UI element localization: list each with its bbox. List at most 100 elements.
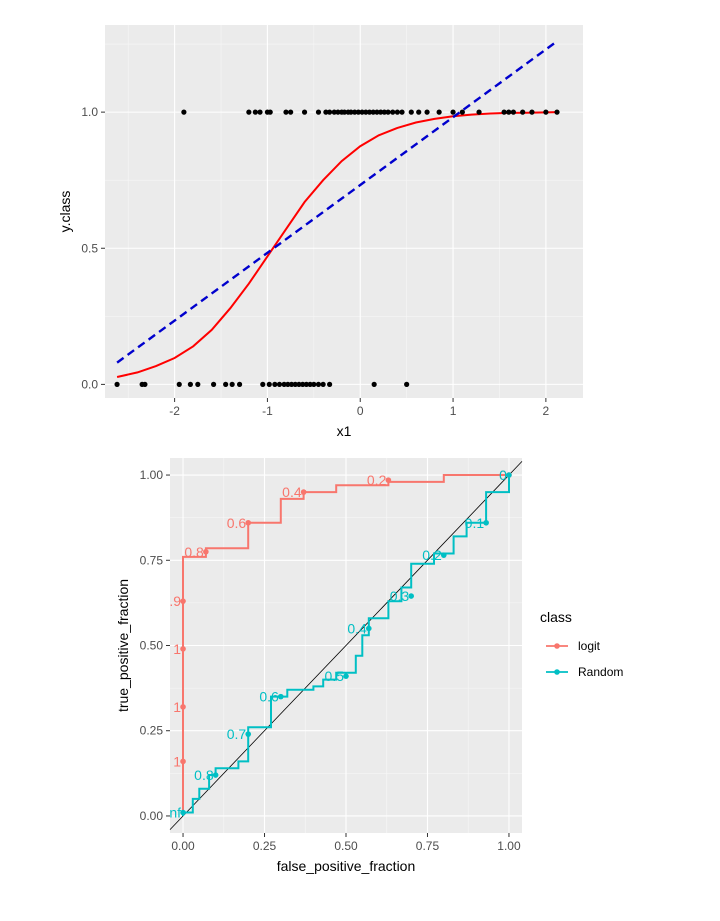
logistic-fit-curve <box>116 111 558 378</box>
roc-cutoff-point-random <box>278 693 284 700</box>
data-point-class-1 <box>416 109 422 115</box>
roc-cutoff-point-logit <box>300 489 307 495</box>
data-point-class-0 <box>315 381 322 387</box>
legend-item-random: Random <box>546 665 623 679</box>
data-point-class-1 <box>359 109 365 115</box>
roc-cutoff-label-random: 0.8 <box>194 767 214 783</box>
top-gridlines <box>105 25 583 398</box>
roc-cutoff-label-random: 0.6 <box>259 689 279 705</box>
data-point-class-0 <box>327 381 333 387</box>
top-x-tick-label: 2 <box>543 404 550 418</box>
data-point-class-1 <box>366 109 373 115</box>
data-point-class-1 <box>283 109 289 115</box>
roc-cutoff-point-logit <box>180 758 186 765</box>
data-point-class-0 <box>223 381 229 387</box>
data-point-class-1 <box>399 109 405 115</box>
roc-cutoff-label-random: 0.2 <box>422 547 442 563</box>
top-x-tick-label: -2 <box>169 404 180 418</box>
top-x-tick-label: -1 <box>262 404 273 418</box>
roc-cutoff-point-random <box>343 673 349 679</box>
roc-x-axis-title: false_positive_fraction <box>277 858 416 874</box>
data-point-class-1 <box>267 109 273 115</box>
data-point-class-0 <box>272 381 278 387</box>
data-point-class-0 <box>311 381 317 387</box>
top-axes: -2 -1 0 1 2 0.0 0.5 1.0 <box>81 105 549 418</box>
roc-cutoff-point-random <box>506 472 512 478</box>
roc-cutoff-label-logit: 0.4 <box>282 484 302 500</box>
data-point-class-0 <box>276 381 283 387</box>
data-point-class-1 <box>323 109 329 115</box>
roc-legend: class logit Random <box>540 609 623 679</box>
roc-cutoff-point-logit <box>245 519 252 526</box>
data-point-class-1 <box>543 109 549 115</box>
roc-x-tick-label: 0.00 <box>171 839 195 853</box>
data-point-class-1 <box>459 109 465 115</box>
roc-cutoff-point-logit <box>385 477 392 483</box>
logistic-fit-chart: -2 -1 0 1 2 0.0 0.5 1.0 x1 y.class <box>57 25 583 439</box>
data-point-class-1 <box>501 109 507 115</box>
roc-cutoff-label-random: 0.1 <box>465 515 485 531</box>
data-point-class-0 <box>229 381 235 387</box>
top-plot-panel <box>105 25 583 398</box>
data-point-class-1 <box>370 109 376 115</box>
data-point-class-1 <box>385 109 391 115</box>
data-point-class-1 <box>301 109 308 115</box>
legend-key-dot-logit <box>554 643 560 649</box>
data-point-class-0 <box>260 381 266 387</box>
roc-cutoff-point-logit <box>180 704 186 710</box>
roc-cutoff-label-random: 0 <box>499 467 507 483</box>
data-point-class-1 <box>246 109 252 115</box>
top-y-tick-label: 1.0 <box>81 105 98 119</box>
data-point-class-1 <box>355 109 361 115</box>
data-point-class-1 <box>381 109 387 115</box>
data-point-class-1 <box>252 109 258 115</box>
legend-title: class <box>540 609 572 625</box>
data-point-class-1 <box>390 109 396 115</box>
roc-cutoff-label-logit: 0.2 <box>367 472 387 488</box>
data-point-class-1 <box>341 109 348 115</box>
roc-series: 1 1 1 .9 0.8 0.6 0.4 0.2 0 nf 0.8 0.7 0.6 0.5 0.4 0.3 0.… <box>169 461 523 830</box>
data-point-class-0 <box>307 381 313 387</box>
roc-cutoff-label-random: 0.4 <box>347 620 367 636</box>
roc-cutoff-point-random <box>408 593 414 599</box>
roc-cutoff-label-random: nf <box>169 805 181 821</box>
data-point-class-0 <box>292 381 298 387</box>
top-series <box>116 40 558 378</box>
roc-cutoff-label-logit: 1 <box>173 641 181 657</box>
roc-y-tick-label: 0.25 <box>140 724 164 738</box>
roc-cutoff-point-logit <box>180 646 186 652</box>
roc-cutoff-label-logit: 0.8 <box>184 544 204 560</box>
data-point-class-1 <box>181 109 187 115</box>
roc-x-tick-label: 0.75 <box>416 839 440 853</box>
top-y-axis-title: y.class <box>57 191 73 233</box>
data-point-class-0 <box>281 381 287 387</box>
legend-key-dot-random <box>554 669 560 675</box>
data-point-class-1 <box>348 109 354 115</box>
roc-cutoff-label-random: 0.5 <box>325 668 345 684</box>
data-point-class-1 <box>315 109 322 115</box>
legend-item-logit: logit <box>546 639 601 653</box>
roc-x-tick-label: 1.00 <box>497 839 521 853</box>
roc-chart: 1 1 1 .9 0.8 0.6 0.4 0.2 0 nf 0.8 0.7 0.6 0.5 0.4 0.3 0.… <box>115 458 623 874</box>
data-point-class-1 <box>363 109 369 115</box>
data-point-class-1 <box>257 109 263 115</box>
data-point-class-1 <box>436 109 442 115</box>
data-point-class-0 <box>300 381 306 387</box>
data-point-class-0 <box>176 381 182 387</box>
roc-axes: 0.00 0.25 0.50 0.75 1.000.000.250.500.751.00 <box>140 468 521 853</box>
data-point-class-0 <box>371 381 377 387</box>
data-point-class-0 <box>266 381 272 387</box>
legend-label-random: Random <box>578 665 623 679</box>
roc-cutoff-point-logit <box>180 598 186 604</box>
roc-cutoff-label-logit: 1 <box>173 699 181 715</box>
data-point-class-1 <box>352 109 358 115</box>
roc-y-tick-label: 0.50 <box>140 639 164 653</box>
roc-y-axis-title: true_positive_fraction <box>115 579 131 712</box>
top-y-tick-label: 0.0 <box>81 377 98 391</box>
data-point-class-0 <box>142 381 148 387</box>
roc-cutoff-point-random <box>440 552 447 558</box>
data-point-class-0 <box>320 381 326 387</box>
legend-label-logit: logit <box>578 639 601 653</box>
data-point-class-0 <box>285 381 291 387</box>
data-point-class-1 <box>506 109 512 115</box>
